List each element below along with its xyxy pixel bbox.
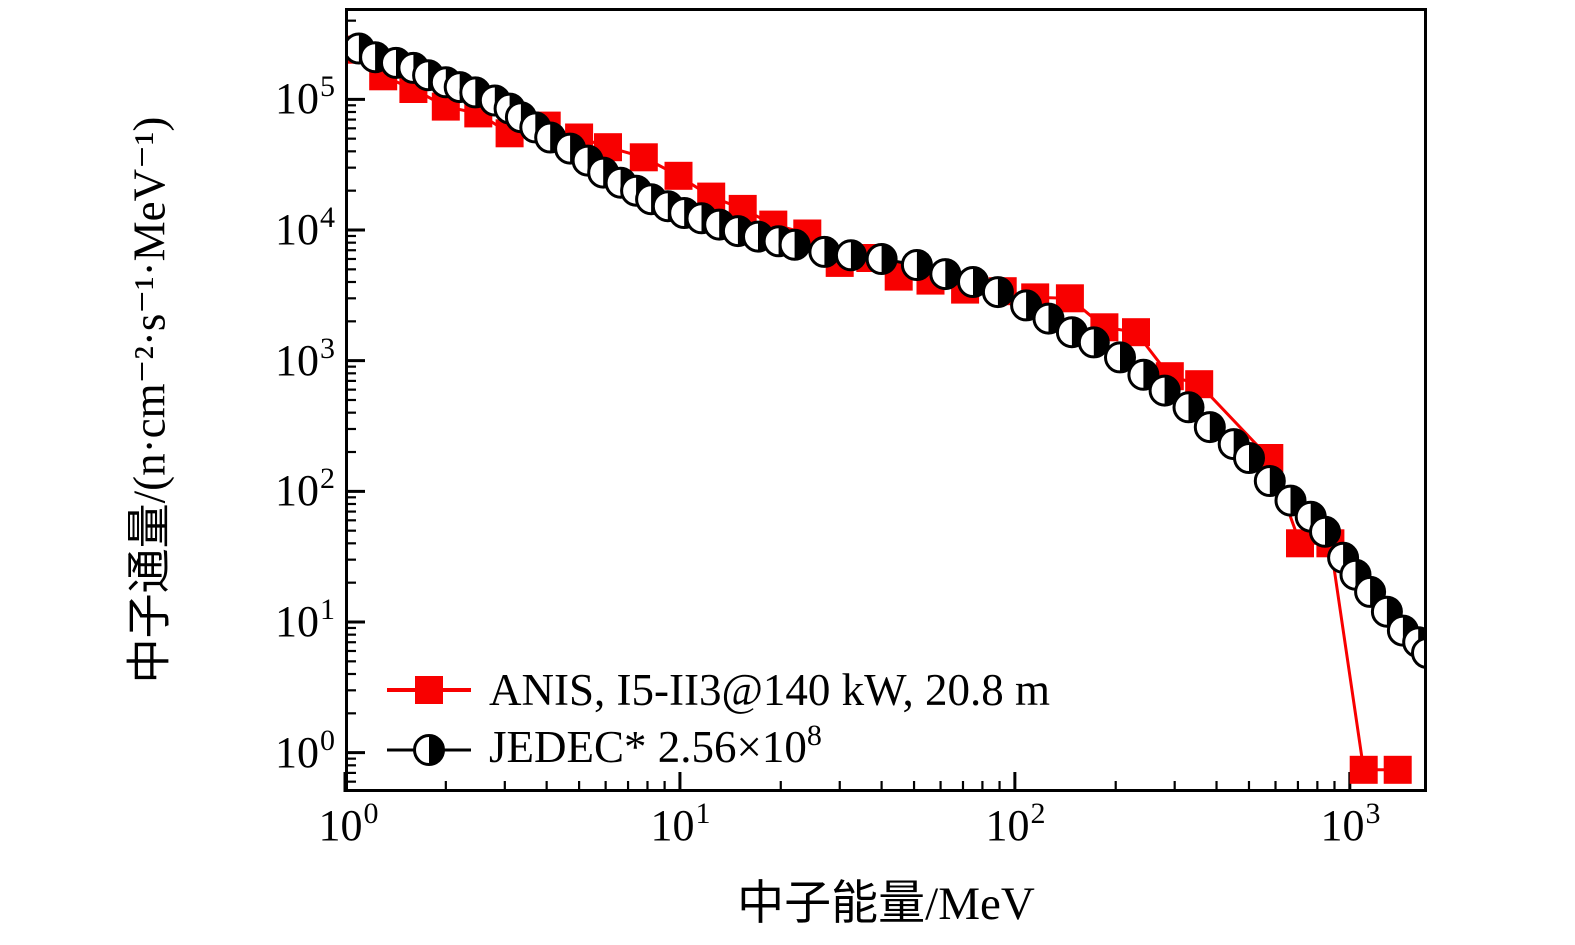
x-tick-label-1e2: 102	[985, 797, 1046, 850]
y-tick-label-1e1: 101	[275, 593, 335, 646]
x-tick-label-1e0: 100	[318, 797, 379, 850]
y-tick-label-1e5: 105	[275, 70, 335, 123]
x-tick-label-1e1: 101	[650, 797, 711, 850]
y-tick-label-1e4: 104	[275, 201, 335, 254]
half-filled-circle-marker-icon	[387, 734, 471, 766]
y-tick-label-1e2: 102	[275, 462, 335, 515]
legend-label-anis: ANIS, I5-II3@140 kW, 20.8 m	[489, 665, 1050, 715]
y-axis-title: 中子通量/(n·cm⁻²·s⁻¹·MeV⁻¹)	[124, 116, 175, 684]
x-axis-title: 中子能量/MeV	[737, 878, 1035, 930]
legend-entry-anis: ANIS, I5-II3@140 kW, 20.8 m	[385, 665, 1050, 715]
red-square-marker-icon	[387, 676, 471, 704]
y-tick-label-1e0: 100	[275, 724, 335, 777]
legend-label-jedec: JEDEC* 2.56×108	[489, 719, 822, 772]
y-tick-label-1e3: 103	[275, 332, 335, 385]
x-tick-label-1e3: 103	[1320, 797, 1381, 850]
legend-entry-jedec: JEDEC* 2.56×108	[385, 719, 822, 772]
